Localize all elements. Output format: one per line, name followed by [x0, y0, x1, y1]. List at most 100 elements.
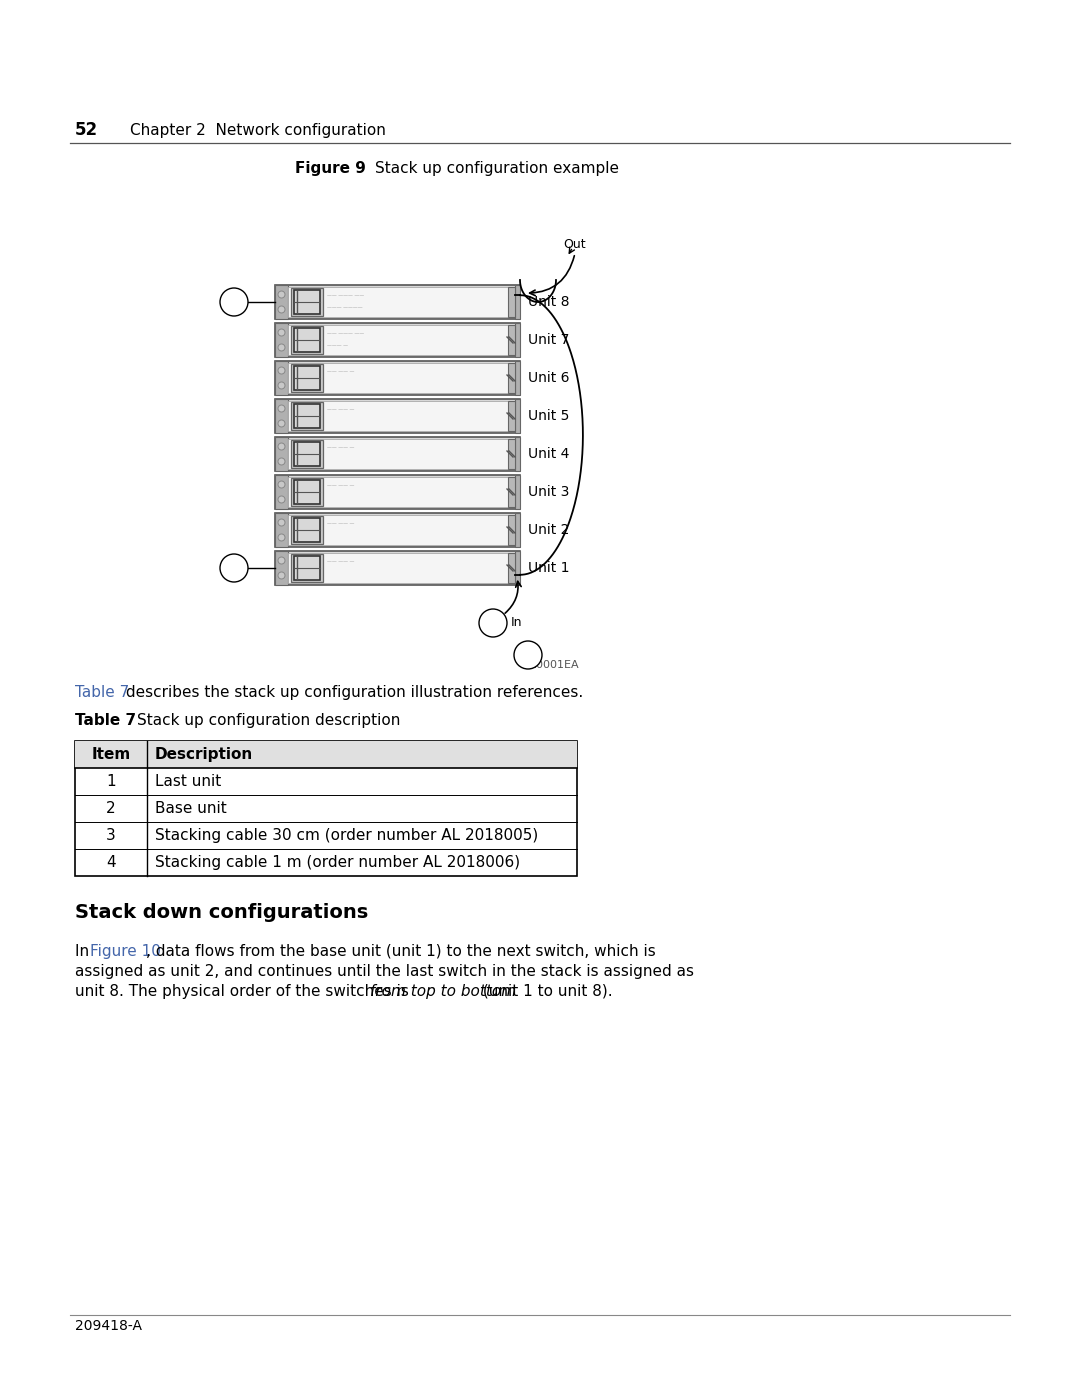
- Bar: [508, 476, 515, 507]
- Circle shape: [480, 609, 507, 637]
- Text: Out: Out: [564, 239, 586, 251]
- Text: Base unit: Base unit: [156, 800, 227, 816]
- Text: Unit 4: Unit 4: [528, 447, 569, 461]
- Text: —— —— —: —— —— —: [327, 369, 354, 374]
- Text: 209418-A: 209418-A: [75, 1319, 141, 1333]
- Text: 4: 4: [524, 648, 532, 662]
- Bar: [288, 326, 513, 355]
- Bar: [294, 556, 320, 580]
- Bar: [275, 323, 288, 358]
- Bar: [275, 285, 519, 319]
- Text: Stacking cable 30 cm (order number AL 2018005): Stacking cable 30 cm (order number AL 20…: [156, 828, 538, 842]
- Text: 1: 1: [230, 295, 239, 309]
- Bar: [508, 401, 515, 432]
- Circle shape: [278, 344, 285, 351]
- Bar: [515, 475, 519, 509]
- Bar: [294, 366, 320, 390]
- Text: —— —— —: —— —— —: [327, 521, 354, 525]
- Bar: [275, 550, 519, 585]
- Bar: [515, 437, 519, 471]
- Bar: [291, 288, 323, 316]
- Circle shape: [220, 555, 248, 583]
- Text: Figure 9: Figure 9: [295, 161, 366, 176]
- Text: Description: Description: [156, 747, 253, 761]
- Bar: [508, 363, 515, 393]
- Text: Unit 7: Unit 7: [528, 332, 569, 346]
- Circle shape: [278, 481, 285, 488]
- Circle shape: [278, 306, 285, 313]
- Bar: [75, 740, 577, 768]
- Text: Unit 3: Unit 3: [528, 485, 569, 499]
- Text: assigned as unit 2, and continues until the last switch in the stack is assigned: assigned as unit 2, and continues until …: [75, 964, 694, 979]
- Circle shape: [278, 381, 285, 388]
- Text: 3: 3: [488, 616, 498, 630]
- Text: 1: 1: [106, 774, 116, 789]
- Bar: [288, 515, 513, 545]
- Circle shape: [220, 288, 248, 316]
- Circle shape: [278, 557, 285, 564]
- Text: Chapter 2  Network configuration: Chapter 2 Network configuration: [130, 123, 386, 138]
- Bar: [275, 400, 519, 433]
- Bar: [294, 328, 320, 352]
- Bar: [294, 291, 320, 314]
- Bar: [291, 440, 323, 468]
- Bar: [288, 363, 513, 393]
- Text: In: In: [75, 944, 94, 958]
- Bar: [275, 550, 288, 585]
- Text: Stack up configuration description: Stack up configuration description: [137, 712, 401, 728]
- Text: Item: Item: [92, 747, 131, 761]
- Bar: [275, 437, 288, 471]
- Text: 2: 2: [106, 800, 116, 816]
- Bar: [288, 439, 513, 469]
- Bar: [294, 404, 320, 427]
- Text: Table 7: Table 7: [75, 685, 130, 700]
- Bar: [291, 326, 323, 353]
- Bar: [275, 513, 519, 548]
- Bar: [294, 481, 320, 504]
- Bar: [275, 513, 288, 548]
- Text: 52: 52: [75, 122, 98, 138]
- Bar: [508, 326, 515, 355]
- Text: Unit 8: Unit 8: [528, 295, 569, 309]
- Circle shape: [278, 458, 285, 465]
- Circle shape: [278, 520, 285, 527]
- Text: from top to bottom: from top to bottom: [370, 983, 516, 999]
- Text: Unit 1: Unit 1: [528, 562, 569, 576]
- Text: —— ——— ——: —— ——— ——: [327, 293, 364, 298]
- Bar: [275, 285, 288, 319]
- Circle shape: [278, 420, 285, 427]
- Text: In: In: [511, 616, 523, 630]
- Bar: [275, 475, 288, 509]
- Circle shape: [278, 367, 285, 374]
- Text: —— —— —: —— —— —: [327, 407, 354, 412]
- Bar: [291, 365, 323, 393]
- Bar: [291, 402, 323, 430]
- Circle shape: [514, 641, 542, 669]
- Text: Stack down configurations: Stack down configurations: [75, 902, 368, 922]
- Circle shape: [278, 496, 285, 503]
- Circle shape: [278, 405, 285, 412]
- Text: —— ——— ——: —— ——— ——: [327, 331, 364, 335]
- Text: Last unit: Last unit: [156, 774, 221, 789]
- Circle shape: [278, 534, 285, 541]
- Text: describes the stack up configuration illustration references.: describes the stack up configuration ill…: [121, 685, 583, 700]
- Bar: [288, 553, 513, 583]
- Text: 2: 2: [230, 562, 239, 576]
- Bar: [294, 441, 320, 467]
- Text: Stack up configuration example: Stack up configuration example: [375, 161, 619, 176]
- Text: ——— —: ——— —: [327, 342, 348, 348]
- Text: 10001EA: 10001EA: [530, 659, 580, 671]
- Bar: [508, 515, 515, 545]
- Text: Figure 10: Figure 10: [90, 944, 161, 958]
- Text: Unit 2: Unit 2: [528, 522, 569, 536]
- Circle shape: [278, 571, 285, 578]
- Text: Unit 6: Unit 6: [528, 372, 569, 386]
- Text: —— —— —: —— —— —: [327, 559, 354, 564]
- Bar: [288, 476, 513, 507]
- Bar: [288, 401, 513, 432]
- Bar: [515, 550, 519, 585]
- Text: (unit 1 to unit 8).: (unit 1 to unit 8).: [478, 983, 612, 999]
- Bar: [515, 513, 519, 548]
- Circle shape: [278, 291, 285, 298]
- Text: unit 8. The physical order of the switches is: unit 8. The physical order of the switch…: [75, 983, 414, 999]
